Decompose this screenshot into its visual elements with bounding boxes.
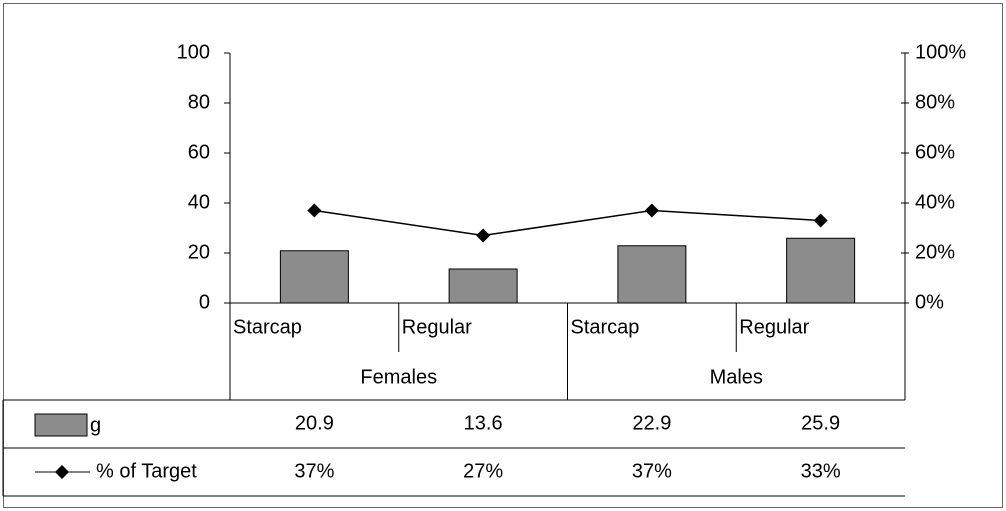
y2-tick-label: 100% <box>915 41 966 63</box>
y2-tick-label: 80% <box>915 91 955 113</box>
y-tick-label: 60 <box>188 141 210 163</box>
bar <box>617 245 687 304</box>
y-tick-label: 20 <box>188 241 210 263</box>
table-value: 37% <box>294 460 334 482</box>
line <box>314 209 821 237</box>
y-tick-label: 80 <box>188 91 210 113</box>
table-value: 33% <box>801 460 841 482</box>
legend-label: % of Target <box>96 460 197 482</box>
group-label: Males <box>710 366 763 388</box>
y-tick-label: 100 <box>177 41 210 63</box>
table-value: 20.9 <box>295 412 334 434</box>
bar <box>786 237 856 304</box>
y2-tick-label: 0% <box>915 291 944 313</box>
y2-tick-label: 60% <box>915 141 955 163</box>
legend-marker <box>55 465 69 479</box>
bar <box>448 268 518 304</box>
legend-label: g <box>90 414 101 436</box>
table-value: 27% <box>463 460 503 482</box>
bar <box>279 250 349 304</box>
line-marker <box>307 203 322 218</box>
y-tick-label: 0 <box>199 291 210 313</box>
table-value: 25.9 <box>801 412 840 434</box>
table-value: 37% <box>632 460 672 482</box>
table-value: 22.9 <box>632 412 671 434</box>
group-label: Females <box>360 366 437 388</box>
line-marker <box>476 228 491 243</box>
legend-swatch <box>34 413 88 437</box>
y2-tick-label: 20% <box>915 241 955 263</box>
line-marker <box>644 203 659 218</box>
y-tick-label: 40 <box>188 191 210 213</box>
y2-tick-label: 40% <box>915 191 955 213</box>
x-tick-label: Regular <box>402 316 472 338</box>
line-marker <box>813 213 828 228</box>
x-tick-label: Starcap <box>571 316 640 338</box>
x-tick-label: Regular <box>739 316 809 338</box>
x-tick-label: Starcap <box>233 316 302 338</box>
table-value: 13.6 <box>464 412 503 434</box>
